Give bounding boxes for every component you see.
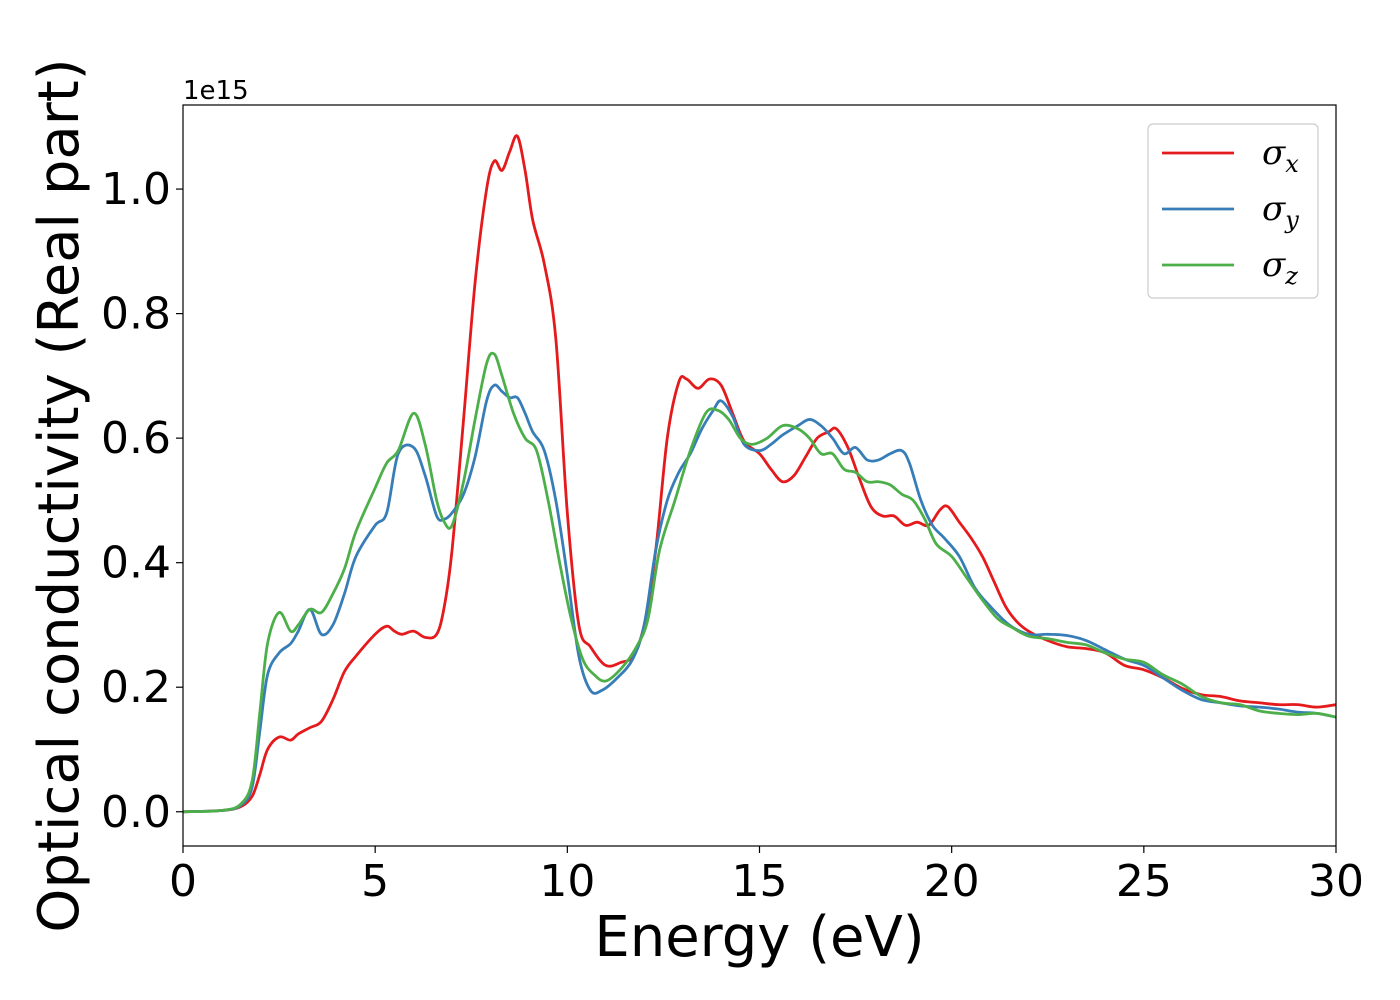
x-tick-label: 5 <box>361 856 389 907</box>
x-tick-label: 20 <box>924 856 980 907</box>
x-tick-label: 15 <box>732 856 788 907</box>
x-axis-title: Energy (eV) <box>594 905 924 970</box>
series-line-z <box>183 351 1336 814</box>
x-tick-label: 30 <box>1308 856 1364 907</box>
legend-label-z: σz <box>1262 245 1298 290</box>
x-tick-label: 0 <box>169 856 197 907</box>
legend-label-x: σx <box>1262 133 1299 178</box>
y-tick-label: 1.0 <box>101 164 171 215</box>
x-tick-label: 10 <box>539 856 595 907</box>
y-tick-label: 0.4 <box>101 538 171 589</box>
legend-box <box>1147 123 1319 299</box>
y-axis: 0.0 0.2 0.4 0.6 0.8 1.0 <box>101 164 183 838</box>
y-tick-label: 0.0 <box>101 787 171 838</box>
y-tick-label: 0.8 <box>101 289 171 340</box>
y-tick-label: 0.2 <box>101 662 171 713</box>
legend: σx σy σz <box>1147 123 1319 299</box>
x-axis: 0 5 10 15 20 25 30 <box>169 846 1364 907</box>
y-tick-label: 0.6 <box>101 413 171 464</box>
legend-label-y: σy <box>1262 189 1299 234</box>
series-layer <box>183 134 1336 814</box>
y-offset-label: 1e15 <box>183 76 249 106</box>
x-tick-label: 25 <box>1116 856 1172 907</box>
y-axis-title: Optical conductivity (Real part) <box>27 58 92 932</box>
